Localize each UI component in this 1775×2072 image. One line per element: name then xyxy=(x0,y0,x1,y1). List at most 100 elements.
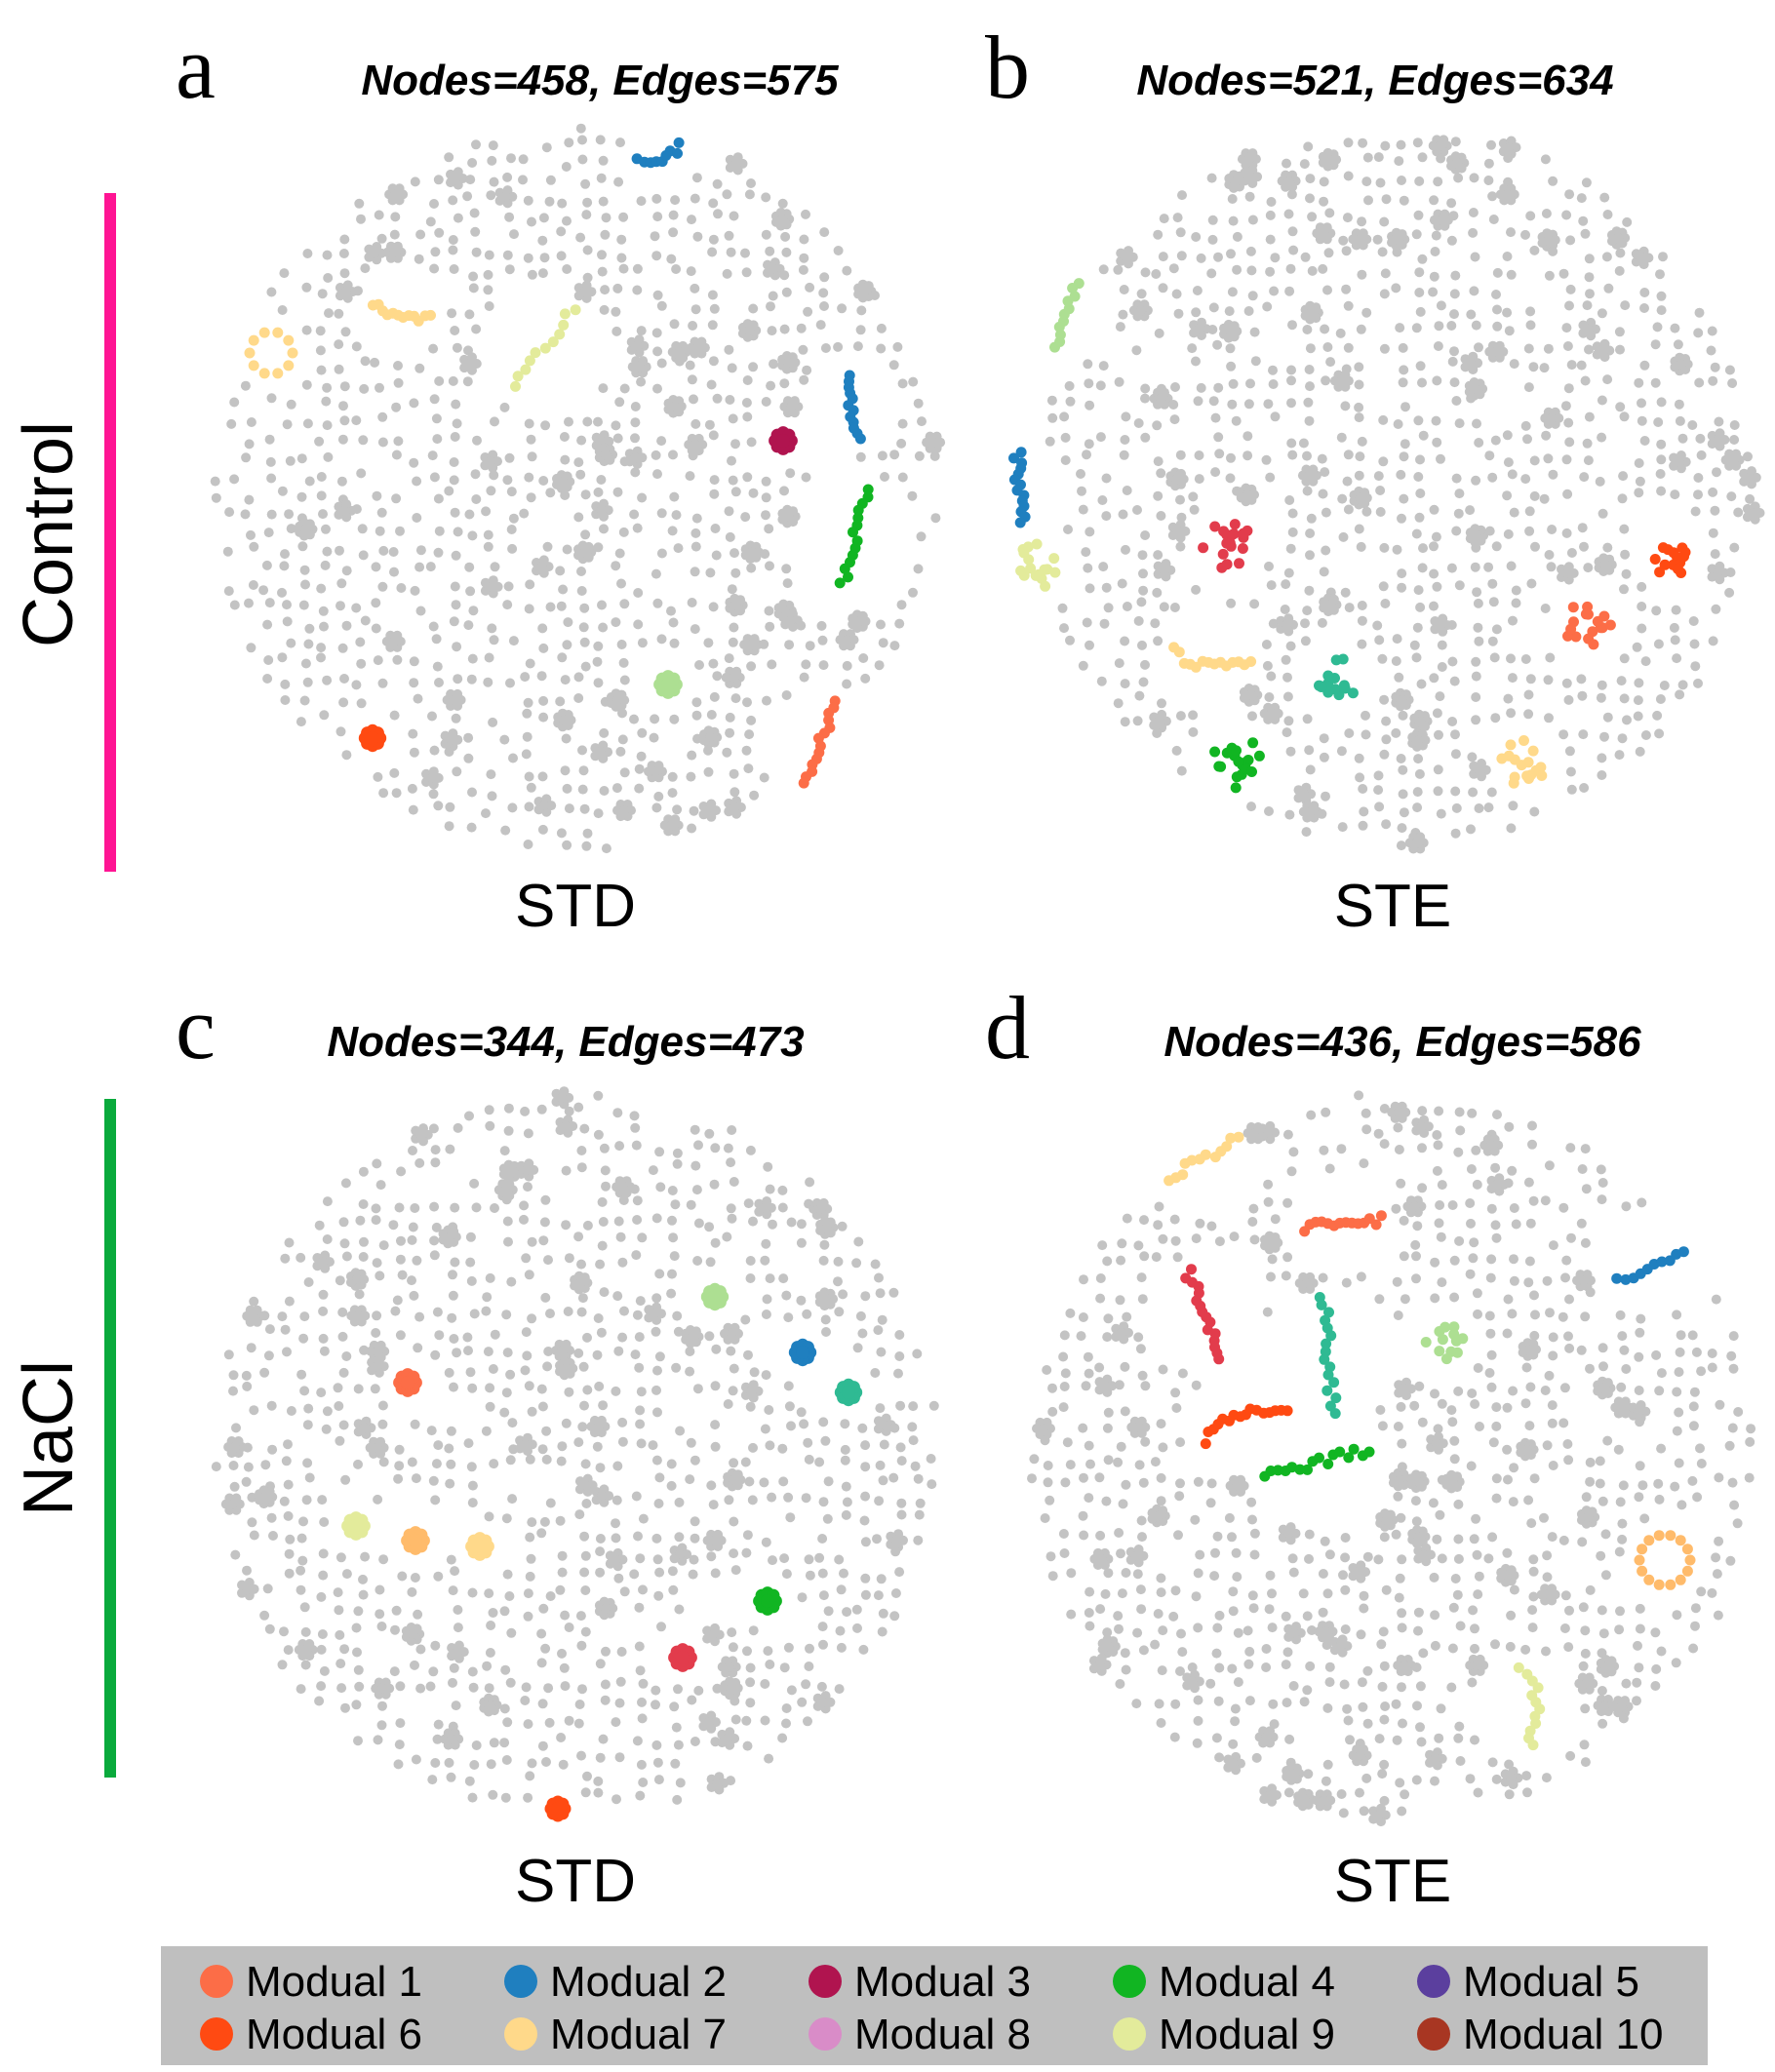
network-node xyxy=(1412,787,1423,798)
network-node xyxy=(1599,560,1610,570)
network-node xyxy=(358,435,369,446)
network-node xyxy=(1436,1231,1446,1242)
network-node xyxy=(372,1442,382,1453)
network-node xyxy=(396,583,407,593)
network-node xyxy=(523,840,533,849)
network-node xyxy=(1430,1293,1440,1304)
network-node xyxy=(1506,708,1517,719)
network-node xyxy=(1413,754,1424,764)
network-node xyxy=(537,824,548,835)
module-node xyxy=(1322,1369,1334,1381)
network-node xyxy=(1433,341,1443,351)
network-node xyxy=(1415,306,1426,317)
network-node xyxy=(430,1758,441,1768)
network-node xyxy=(520,1106,531,1116)
network-node xyxy=(748,1216,758,1227)
network-node xyxy=(730,600,741,610)
network-node xyxy=(243,1462,254,1472)
network-node xyxy=(707,320,718,331)
network-node xyxy=(1214,1610,1225,1621)
network-node xyxy=(1081,1381,1091,1391)
network-node xyxy=(1282,619,1291,630)
network-node xyxy=(1598,1383,1609,1393)
network-node xyxy=(468,283,479,293)
network-node xyxy=(543,1255,553,1266)
network-node xyxy=(614,1698,625,1708)
network-node xyxy=(1065,1308,1076,1318)
network-node xyxy=(1381,1584,1392,1595)
network-node xyxy=(521,749,532,760)
network-node xyxy=(453,1605,463,1615)
network-node xyxy=(689,805,699,816)
network-node xyxy=(599,1143,610,1153)
network-node xyxy=(483,285,493,295)
network-node xyxy=(1250,356,1261,367)
network-node xyxy=(1119,285,1129,294)
network-node xyxy=(1399,1215,1409,1226)
network-node xyxy=(617,734,628,745)
network-node xyxy=(1489,652,1500,663)
network-node xyxy=(637,1713,648,1724)
network-node xyxy=(280,1253,291,1264)
network-node xyxy=(1325,357,1336,368)
network-node xyxy=(690,193,700,204)
network-node xyxy=(556,601,567,611)
network-node xyxy=(444,152,454,163)
network-node xyxy=(761,192,771,203)
network-node xyxy=(876,1574,887,1584)
network-node xyxy=(407,1457,417,1467)
network-node xyxy=(1473,622,1483,633)
network-node xyxy=(1266,580,1277,591)
network-node xyxy=(1244,191,1255,202)
network-node xyxy=(465,1231,476,1242)
network-node xyxy=(1379,343,1390,354)
network-node xyxy=(562,544,572,555)
network-node xyxy=(744,189,755,200)
network-node xyxy=(638,1584,648,1595)
network-node xyxy=(582,1771,592,1781)
network-node xyxy=(1173,526,1184,536)
network-node xyxy=(1502,430,1513,441)
network-node xyxy=(542,1361,553,1372)
network-node xyxy=(504,264,515,275)
network-node xyxy=(432,434,443,445)
network-node xyxy=(353,1310,364,1321)
network-node xyxy=(286,638,296,648)
network-node xyxy=(410,1573,420,1583)
network-node xyxy=(760,1679,770,1689)
network-node xyxy=(669,638,680,648)
network-node xyxy=(228,1386,238,1396)
network-node xyxy=(482,1661,493,1671)
network-node xyxy=(1116,1255,1126,1266)
network-node xyxy=(1431,230,1441,241)
network-node xyxy=(768,1219,777,1230)
network-node xyxy=(706,1480,717,1491)
network-node xyxy=(334,1605,344,1616)
network-node xyxy=(391,189,402,200)
network-node xyxy=(264,598,275,608)
network-node xyxy=(247,1517,257,1528)
network-node xyxy=(1354,379,1364,390)
network-node xyxy=(727,1125,737,1135)
network-node xyxy=(637,492,648,503)
network-node xyxy=(448,1270,457,1280)
network-node xyxy=(1379,289,1390,299)
network-node xyxy=(557,198,568,209)
network-node xyxy=(1548,1350,1558,1361)
network-node xyxy=(560,490,571,500)
module-node xyxy=(1505,739,1517,751)
network-node xyxy=(704,805,715,816)
network-node xyxy=(785,1512,796,1523)
network-node xyxy=(841,1509,851,1520)
network-node xyxy=(449,475,459,486)
network-node xyxy=(834,1554,845,1565)
network-node xyxy=(1621,1201,1632,1212)
network-node xyxy=(1484,1368,1495,1378)
network-node xyxy=(611,1554,621,1565)
network-node xyxy=(576,1750,586,1761)
network-node xyxy=(1453,1534,1464,1544)
network-node xyxy=(1268,365,1278,375)
network-node xyxy=(1600,1529,1611,1540)
network-node xyxy=(1140,530,1151,540)
network-node xyxy=(283,1439,293,1450)
